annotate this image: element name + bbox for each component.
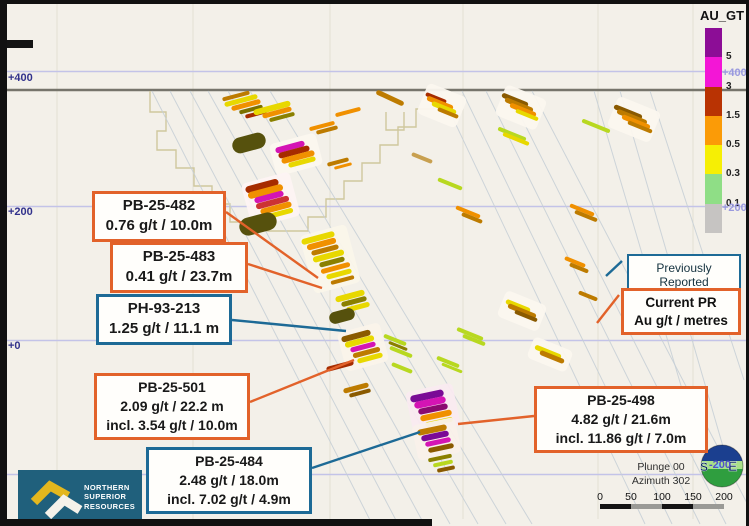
logo-line-2: SUPERIOR (84, 492, 127, 502)
callout-ph-93-213: PH-93-213 1.25 g/t / 11.1 m (96, 294, 232, 345)
colorbar-tick-label: 0.5 (726, 139, 740, 151)
colorbar-title: AU_GT (700, 8, 745, 23)
view-orientation-info: Plunge 00 Azimuth 302 (615, 461, 707, 488)
colorbar-tick-label: 0.3 (726, 168, 740, 180)
pit-outline (149, 91, 435, 232)
hole-id: PH-93-213 (127, 300, 201, 317)
assay-incl: incl. 7.02 g/t / 4.9m (167, 490, 291, 507)
drill-intervals (222, 83, 660, 473)
hole-id: PB-25-482 (122, 197, 196, 214)
callout-pb-25-484: PB-25-484 2.48 g/t / 18.0m incl. 7.02 g/… (146, 447, 312, 514)
hole-id: PB-25-498 (587, 392, 655, 408)
colorbar-segment (705, 57, 722, 87)
key-current-pr: Current PR Au g/t / metres (621, 288, 741, 336)
globe-axis-icon: + (715, 459, 722, 473)
colorbar-tick-label: 1.5 (726, 109, 740, 121)
frame-notch (7, 40, 33, 48)
elevation-label-right-m200: -200 (709, 459, 732, 471)
assay: 2.48 g/t / 18.0m (179, 471, 279, 488)
azimuth-label: Azimuth 302 (631, 474, 691, 487)
assay: 0.76 g/t / 10.0m (105, 217, 213, 235)
scale-bar (600, 504, 724, 509)
plunge-label: Plunge 00 (637, 461, 685, 473)
colorbar-segment (705, 174, 722, 204)
scale-tick-label: 200 (715, 491, 733, 503)
scale-tick-label: 100 (653, 491, 671, 503)
colorbar-tick-label: 5 (726, 51, 732, 63)
leader-lines (225, 211, 623, 470)
colorbar-tick-label: 0.1 (726, 197, 740, 209)
assay: 2.09 g/t / 22.2 m (120, 397, 224, 414)
colorbar-segment (705, 203, 722, 233)
hole-id: PB-25-483 (142, 248, 216, 265)
assay: 0.41 g/t / 23.7m (125, 268, 233, 286)
orientation-globe[interactable]: S + E (700, 444, 745, 488)
colorbar-tick-label: 3 (726, 80, 732, 92)
elevation-label-left-0: +0 (8, 340, 21, 352)
assay: 4.82 g/t / 21.6m (571, 410, 671, 427)
logo-line-1: NORTHERN (84, 483, 130, 492)
assay-incl: incl. 11.86 g/t / 7.0m (555, 429, 687, 446)
callout-pb-25-482: PB-25-482 0.76 g/t / 10.0m (92, 191, 226, 242)
company-logo: NORTHERN SUPERIOR RESOURCES (18, 470, 142, 522)
hole-id: PB-25-501 (138, 379, 206, 395)
frame-bottom-left (7, 519, 432, 526)
elevation-label-right-400: +400 (722, 67, 747, 79)
colorbar-segment (705, 115, 722, 146)
logo-mark-icon (30, 480, 83, 520)
scale-tick-label: 0 (597, 491, 603, 503)
colorbar-segment (705, 145, 722, 175)
callout-pb-25-483: PB-25-483 0.41 g/t / 23.7m (110, 242, 248, 293)
key-current-sub: Au g/t / metres (634, 312, 728, 328)
callout-pb-25-501: PB-25-501 2.09 g/t / 22.2 m incl. 3.54 g… (94, 373, 250, 440)
elevation-label-left-200: +200 (8, 206, 33, 218)
scale-tick-label: 150 (684, 491, 702, 503)
assay-incl: incl. 3.54 g/t / 10.0m (106, 416, 238, 433)
elevation-label-left-400: +400 (8, 72, 33, 84)
colorbar-segment (705, 86, 722, 116)
callout-pb-25-498: PB-25-498 4.82 g/t / 21.6m incl. 11.86 g… (534, 386, 708, 453)
logo-line-3: RESOURCES (84, 501, 136, 511)
globe-south-label: S (700, 460, 708, 474)
key-current-title: Current PR (645, 295, 717, 310)
frame-top (0, 0, 749, 4)
frame-left (0, 4, 7, 526)
scale-tick-label: 50 (625, 491, 637, 503)
hole-id: PB-25-484 (195, 453, 263, 469)
elevation-label-right-200: +200 (722, 202, 747, 214)
globe-east-label: E (728, 458, 737, 474)
assay: 1.25 g/t / 11.1 m (108, 320, 220, 338)
frame-right (746, 4, 749, 526)
colorbar (705, 28, 722, 233)
colorbar-segment (705, 28, 722, 58)
